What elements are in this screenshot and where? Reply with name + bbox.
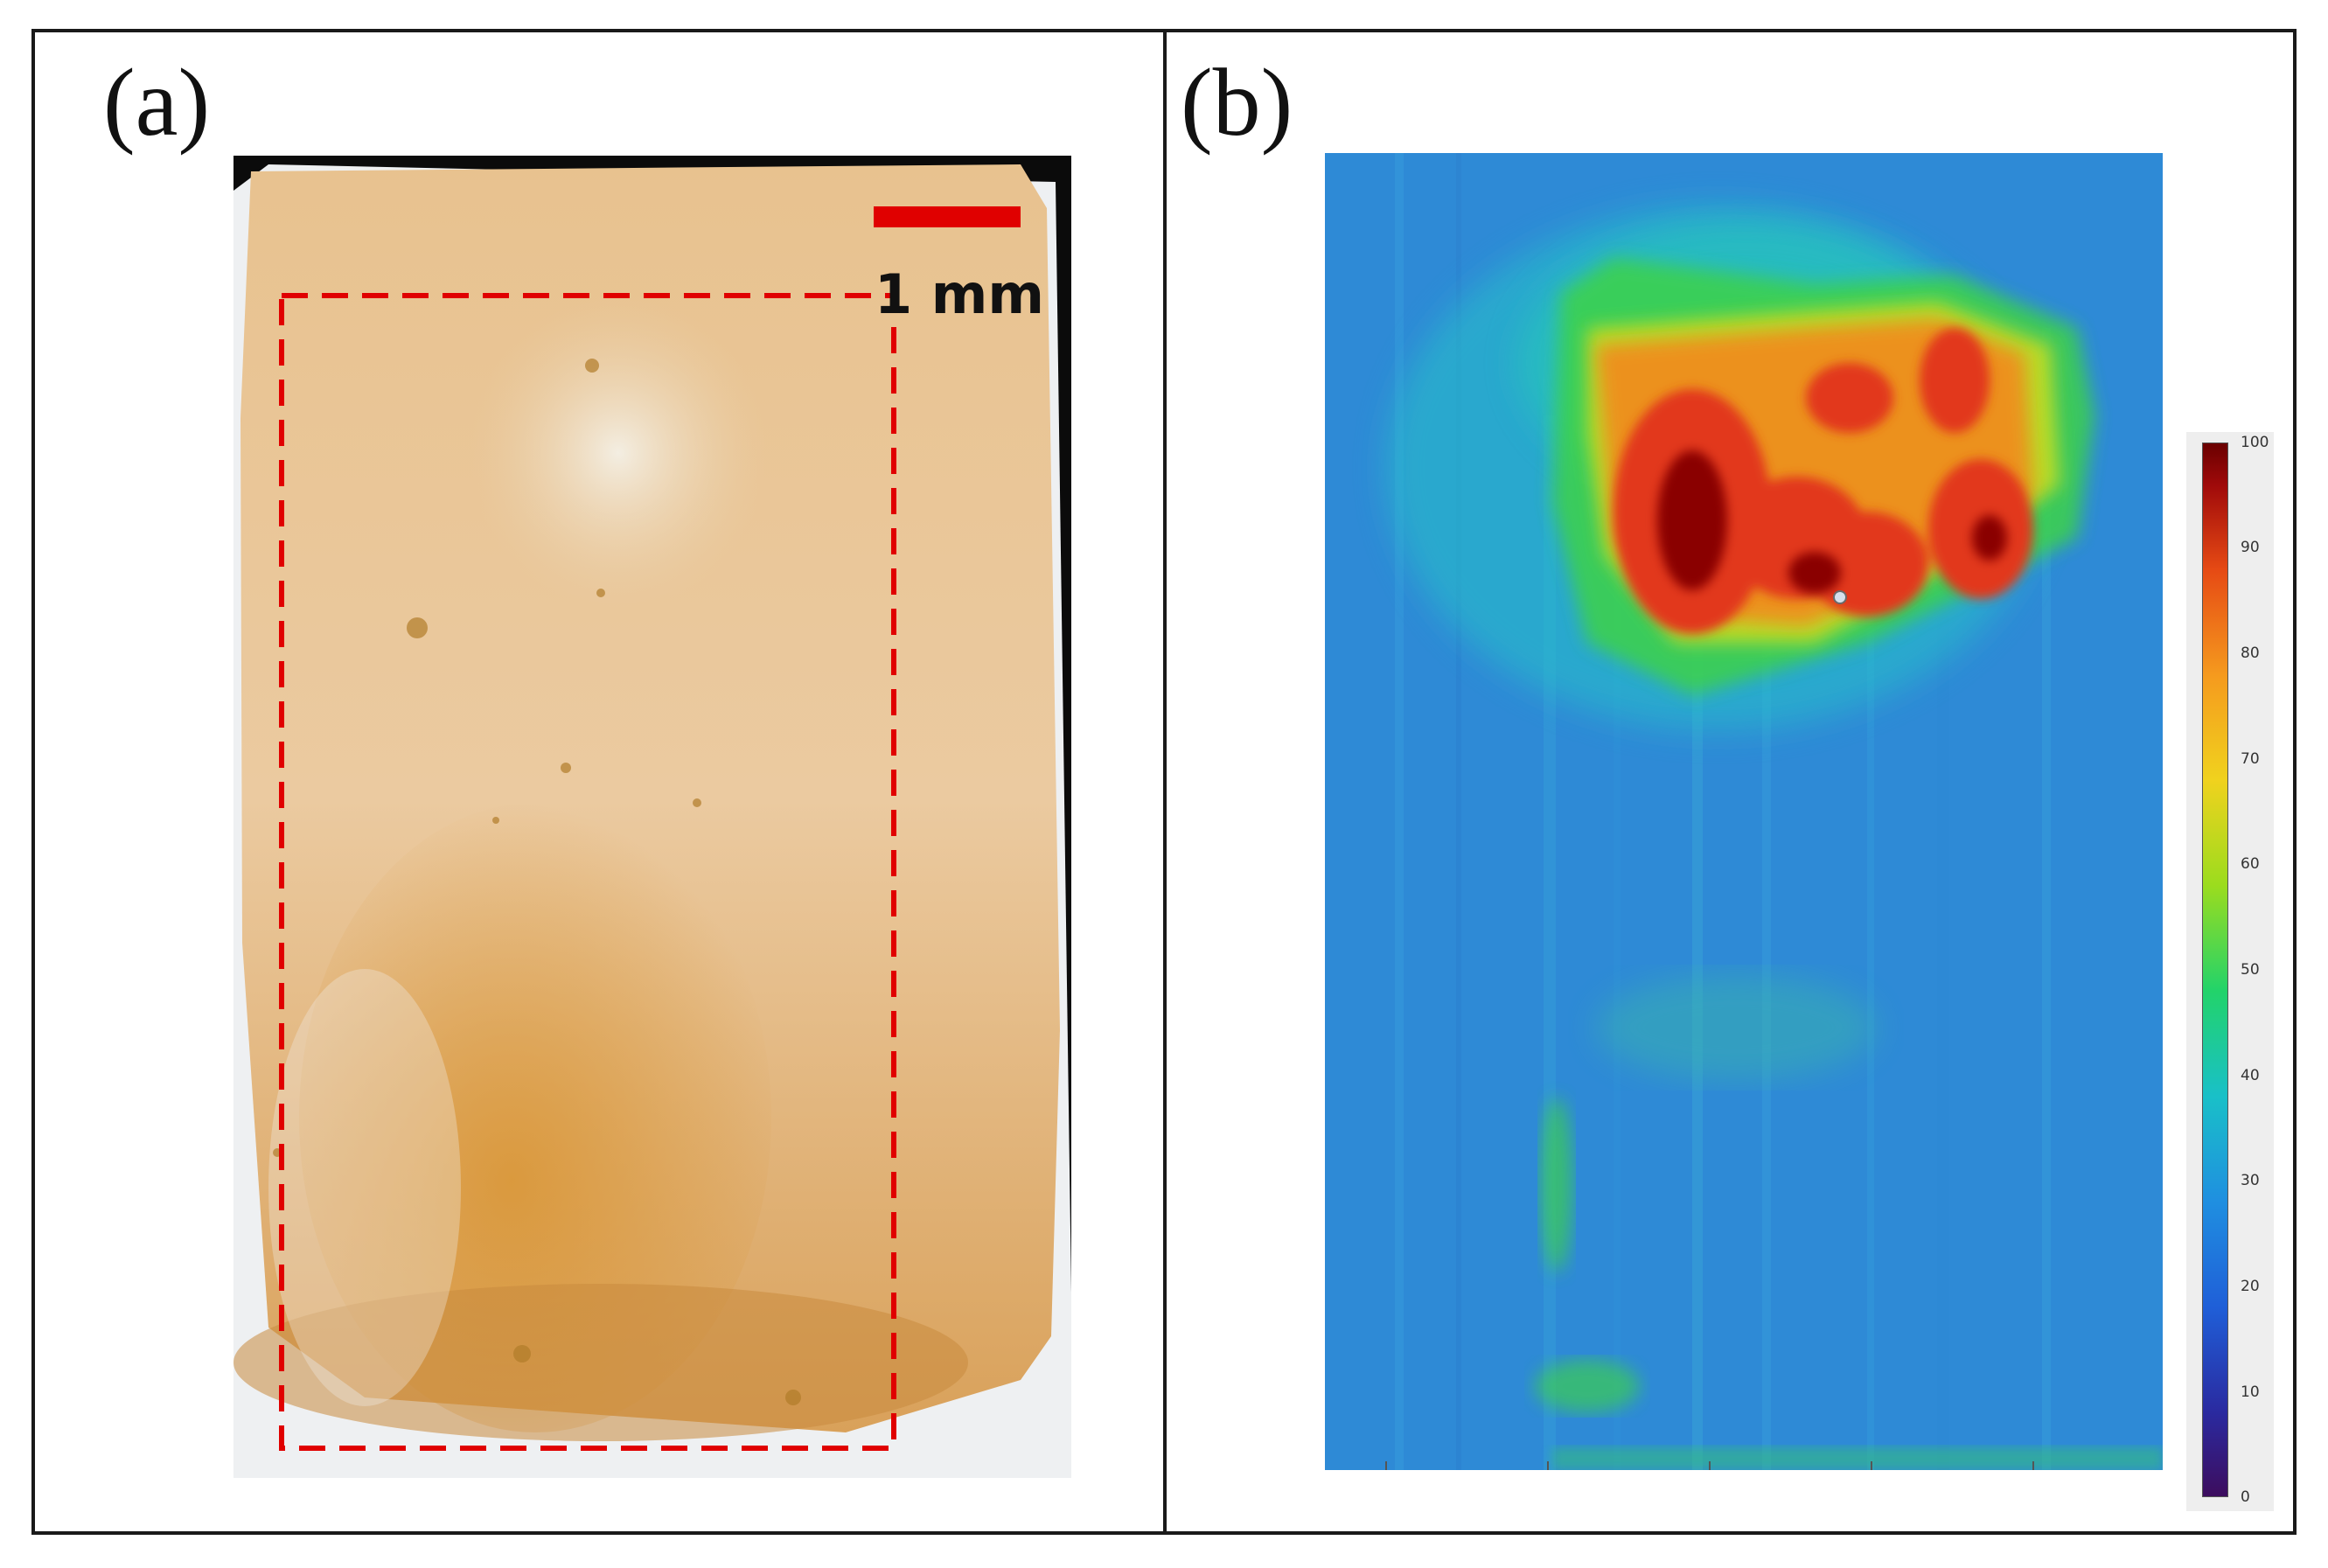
panel-label-b: (b) xyxy=(1181,49,1293,156)
heatmap-image xyxy=(1325,153,2163,1470)
heatmap-marker xyxy=(1833,590,1847,604)
colorbar-tick-label: 0 xyxy=(2241,1488,2250,1506)
panel-label-a: (a) xyxy=(103,49,211,156)
colorbar-tick-label: 30 xyxy=(2241,1172,2260,1189)
colorbar xyxy=(2202,443,2228,1497)
colorbar-panel: 100 90 80 70 60 50 40 30 20 10 0 xyxy=(2186,432,2274,1511)
tissue-specks xyxy=(273,359,801,1405)
heatmap-drawing xyxy=(1325,153,2163,1470)
colorbar-tick-label: 60 xyxy=(2241,855,2260,873)
colorbar-tick-label: 10 xyxy=(2241,1383,2260,1401)
roi-dashed-rectangle xyxy=(279,293,896,1451)
colorbar-tick-label: 70 xyxy=(2241,750,2260,768)
colorbar-tick-label: 100 xyxy=(2241,434,2269,451)
colorbar-tick-label: 50 xyxy=(2241,961,2260,979)
heatmap-axis-ticks xyxy=(1385,1461,2034,1470)
panel-divider xyxy=(1163,29,1167,1535)
colorbar-tick-label: 90 xyxy=(2241,539,2260,556)
colorbar-tick-label: 80 xyxy=(2241,645,2260,662)
sample-photo xyxy=(233,156,1071,1478)
scale-bar-label: 1 mm xyxy=(875,262,1044,326)
scale-bar xyxy=(874,206,1021,227)
sample-photo-drawing xyxy=(233,156,1071,1478)
heatmap-peaks xyxy=(1657,450,2007,594)
colorbar-tick-label: 40 xyxy=(2241,1067,2260,1084)
colorbar-tick-label: 20 xyxy=(2241,1278,2260,1295)
